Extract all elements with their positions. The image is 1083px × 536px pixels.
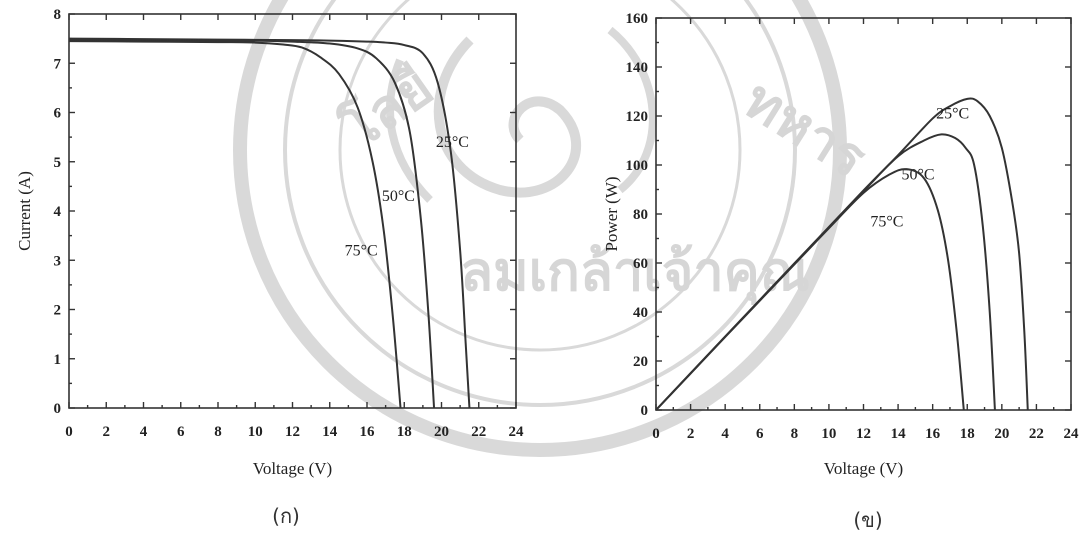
panel-caption: (ก)	[272, 504, 300, 528]
x-tick-label: 6	[177, 424, 185, 440]
chart-power-voltage: 0 2 4 6 8 10 12 14 16 18 20 22 240204060801001201401…	[602, 11, 1079, 532]
x-tick-label: 20	[434, 424, 449, 440]
x-tick-label: 12	[856, 426, 871, 442]
x-tick-label: 0	[65, 424, 73, 440]
y-tick-label: 20	[633, 354, 648, 370]
y-tick-label: 40	[633, 305, 648, 321]
series-label: 25°C	[436, 134, 469, 151]
y-tick-label: 7	[54, 56, 62, 72]
x-tick-label: 6	[756, 426, 764, 442]
y-tick-label: 140	[626, 60, 649, 76]
x-tick-label: 14	[322, 424, 338, 440]
y-tick-label: 5	[54, 155, 62, 171]
series-curve-75c	[68, 40, 402, 409]
y-tick-label: 60	[633, 256, 648, 272]
y-tick-label: 2	[54, 303, 62, 319]
y-tick-label: 8	[54, 7, 62, 23]
y-tick-label: 4	[54, 204, 62, 220]
x-tick-label: 2	[687, 426, 695, 442]
x-tick-label: 16	[925, 426, 941, 442]
x-tick-label: 8	[791, 426, 799, 442]
svg-text:ทหาร: ทหาร	[733, 68, 877, 191]
x-tick-label: 24	[1064, 426, 1080, 442]
y-tick-label: 80	[633, 207, 648, 223]
panel-caption: (ข)	[853, 508, 882, 532]
x-tick-label: 8	[214, 424, 222, 440]
y-axis-title: Power (W)	[602, 176, 621, 251]
y-axis-title: Current (A)	[15, 171, 34, 251]
series-label: 75°C	[345, 242, 378, 259]
x-axis-title: Voltage (V)	[253, 459, 332, 478]
x-tick-label: 20	[994, 426, 1009, 442]
series-curve-75c	[655, 168, 965, 411]
svg-text:ลมเกล้าเจ้าคุณ: ลมเกล้าเจ้าคุณ	[460, 240, 810, 306]
series-label: 50°C	[382, 188, 415, 205]
series-label: 25°C	[936, 105, 969, 122]
series-label: 75°C	[870, 213, 903, 230]
x-tick-label: 4	[721, 426, 729, 442]
x-tick-label: 14	[891, 426, 907, 442]
series-label: 50°C	[902, 167, 935, 184]
y-tick-label: 1	[54, 352, 62, 368]
series-curve-50c	[68, 38, 436, 409]
x-tick-label: 10	[248, 424, 263, 440]
x-tick-label: 18	[397, 424, 412, 440]
plot-frame	[655, 17, 1072, 411]
y-tick-label: 3	[54, 253, 62, 269]
x-tick-label: 4	[140, 424, 148, 440]
x-tick-label: 0	[652, 426, 660, 442]
x-tick-label: 12	[285, 424, 300, 440]
x-tick-label: 22	[1029, 426, 1044, 442]
x-tick-label: 2	[103, 424, 111, 440]
y-tick-label: 0	[641, 403, 649, 419]
x-axis-title: Voltage (V)	[824, 459, 903, 478]
y-tick-label: 120	[626, 109, 649, 125]
x-tick-label: 10	[821, 426, 836, 442]
x-tick-label: 24	[509, 424, 525, 440]
x-tick-label: 18	[960, 426, 975, 442]
y-tick-label: 160	[626, 11, 649, 27]
y-tick-label: 100	[626, 158, 649, 174]
watermark-seal: โลยี ลมเกล้าเจ้าคุณ ทหาร	[233, 0, 877, 457]
x-tick-label: 22	[471, 424, 486, 440]
x-tick-label: 16	[360, 424, 376, 440]
y-tick-label: 6	[54, 106, 62, 122]
y-tick-label: 0	[54, 401, 62, 417]
